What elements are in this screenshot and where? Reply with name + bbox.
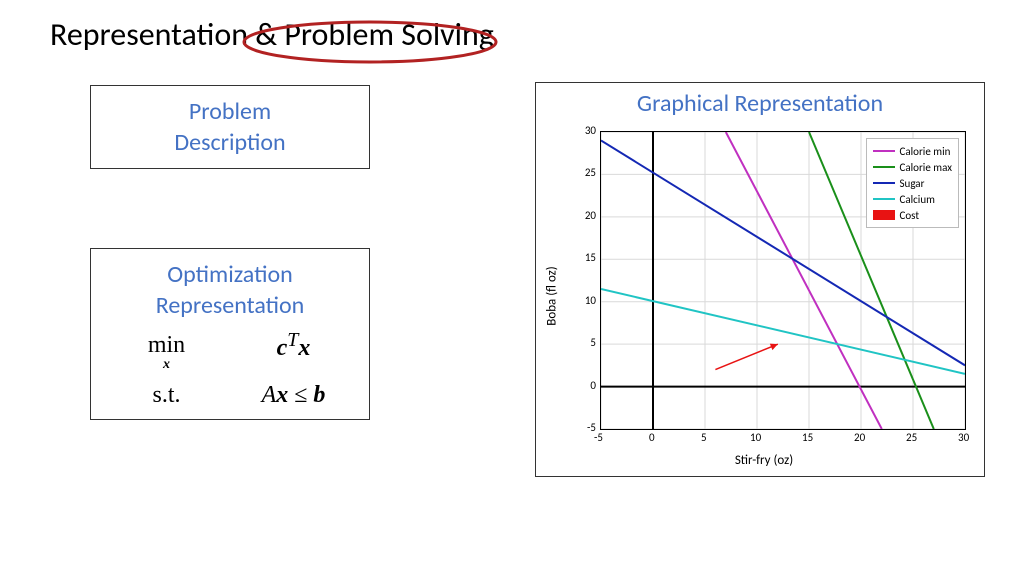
problem-description-label: ProblemDescription bbox=[103, 96, 357, 158]
math-objective: cTx bbox=[230, 329, 357, 362]
page-title: Representation & Problem Solving bbox=[50, 15, 494, 54]
x-axis-label: Stir-fry (oz) bbox=[735, 453, 793, 468]
legend-item: Cost bbox=[873, 207, 953, 223]
optimization-representation-box: OptimizationRepresentation min x cTx s.t… bbox=[90, 248, 370, 420]
legend-item: Calorie max bbox=[873, 159, 953, 175]
page-title-area: Representation & Problem Solving bbox=[50, 15, 494, 54]
legend-item: Sugar bbox=[873, 175, 953, 191]
plot-area: Calorie minCalorie maxSugarCalciumCost bbox=[600, 131, 966, 430]
math-st: s.t. bbox=[103, 382, 230, 409]
math-min: min x bbox=[103, 332, 230, 359]
problem-description-box: ProblemDescription bbox=[90, 85, 370, 169]
graphical-representation-box: Graphical Representation Boba (fl oz) St… bbox=[535, 82, 985, 477]
y-axis-label: Boba (fl oz) bbox=[545, 266, 560, 325]
optimization-label: OptimizationRepresentation bbox=[103, 259, 357, 321]
chart-wrapper: Boba (fl oz) Stir-fry (oz) Calorie minCa… bbox=[558, 127, 970, 464]
graph-title: Graphical Representation bbox=[536, 89, 984, 118]
legend-item: Calcium bbox=[873, 191, 953, 207]
legend-item: Calorie min bbox=[873, 143, 953, 159]
legend: Calorie minCalorie maxSugarCalciumCost bbox=[866, 138, 960, 228]
math-constraint: Ax ≤ b bbox=[230, 382, 357, 409]
math-block: min x cTx s.t. Ax ≤ b bbox=[103, 329, 357, 409]
